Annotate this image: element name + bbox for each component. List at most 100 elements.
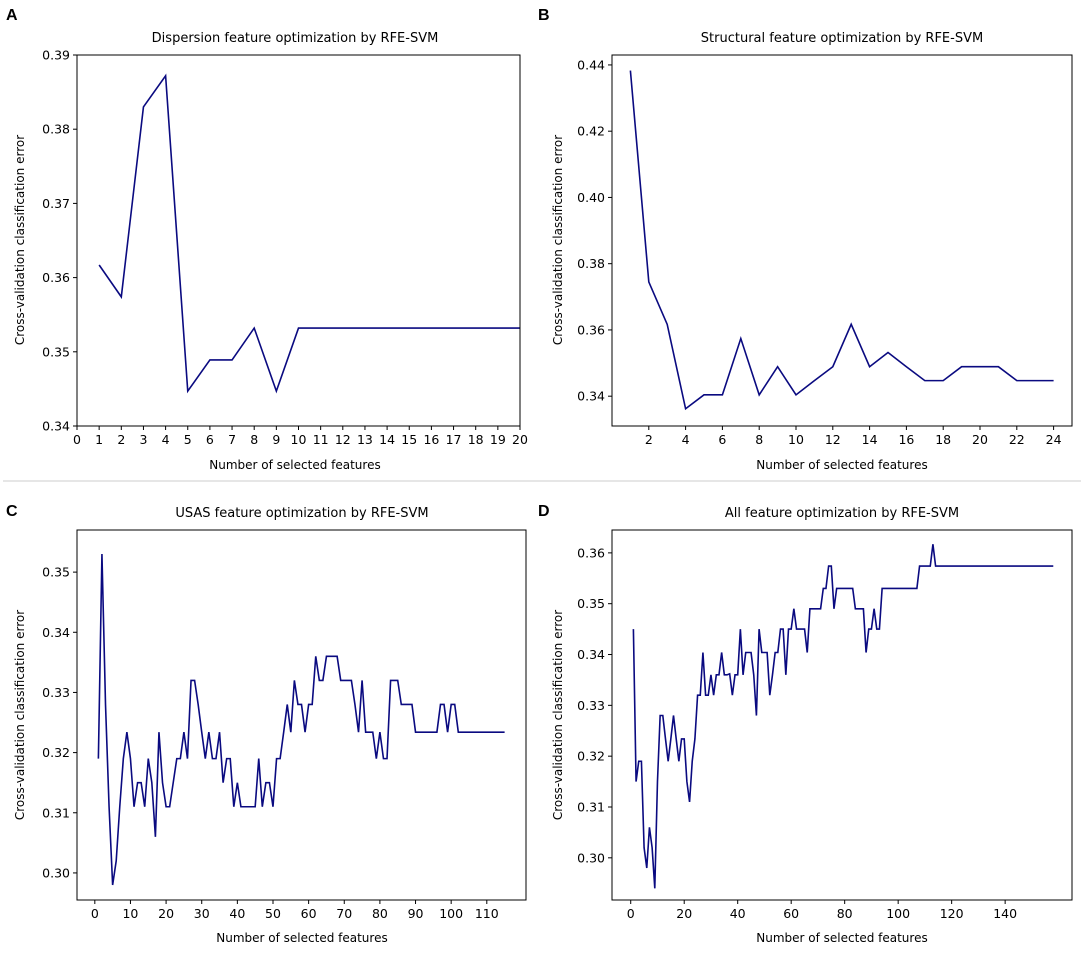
x-tick-label: 0 (627, 906, 635, 921)
x-tick-label: 13 (357, 432, 373, 447)
plot-frame (76, 54, 521, 427)
x-tick-label: 40 (730, 906, 746, 921)
x-tick-label: 11 (313, 432, 329, 447)
x-tick-label: 90 (408, 906, 424, 921)
y-tick-label: 0.39 (42, 48, 70, 63)
y-tick-label: 0.38 (577, 256, 605, 271)
y-tick-label: 0.34 (42, 419, 70, 434)
x-axis-label: Number of selected features (209, 458, 380, 472)
x-tick-label: 14 (379, 432, 395, 447)
x-tick-label: 6 (206, 432, 214, 447)
x-tick-label: 15 (401, 432, 417, 447)
x-tick-label: 9 (272, 432, 280, 447)
chart-title: Structural feature optimization by RFE-S… (701, 31, 983, 46)
plot-frame (611, 54, 1073, 427)
x-tick-label: 10 (291, 432, 307, 447)
x-tick-label: 140 (993, 906, 1017, 921)
y-tick-label: 0.33 (577, 698, 605, 713)
x-tick-label: 80 (372, 906, 388, 921)
x-tick-label: 4 (682, 432, 690, 447)
data-line (632, 544, 1054, 889)
y-tick-label: 0.34 (577, 647, 605, 662)
x-tick-label: 60 (301, 906, 317, 921)
x-tick-label: 10 (788, 432, 804, 447)
chart-title: All feature optimization by RFE-SVM (725, 506, 959, 521)
x-tick-label: 18 (468, 432, 484, 447)
x-tick-label: 22 (1009, 432, 1025, 447)
y-tick-label: 0.40 (577, 190, 605, 205)
plot-frame (76, 529, 527, 901)
x-tick-label: 18 (935, 432, 951, 447)
plot-frame (611, 529, 1073, 901)
y-tick-label: 0.32 (42, 745, 70, 760)
x-tick-label: 3 (139, 432, 147, 447)
y-tick-label: 0.30 (577, 850, 605, 865)
x-tick-label: 12 (825, 432, 841, 447)
x-axis-label: Number of selected features (216, 931, 387, 945)
x-tick-label: 0 (91, 906, 99, 921)
y-tick-label: 0.35 (42, 344, 70, 359)
y-tick-label: 0.33 (42, 685, 70, 700)
y-tick-label: 0.34 (577, 389, 605, 404)
y-tick-label: 0.35 (577, 596, 605, 611)
y-tick-label: 0.35 (42, 565, 70, 580)
panel-a: A Dispersion feature optimization by RFE… (6, 7, 528, 472)
y-tick-label: 0.36 (577, 322, 605, 337)
x-tick-label: 4 (162, 432, 170, 447)
x-tick-label: 120 (940, 906, 964, 921)
panel-c: C USAS feature optimization by RFE-SVM N… (6, 503, 527, 945)
y-tick-label: 0.38 (42, 122, 70, 137)
x-tick-label: 30 (194, 906, 210, 921)
panel-label: C (6, 503, 18, 520)
x-tick-label: 100 (886, 906, 910, 921)
chart-title: Dispersion feature optimization by RFE-S… (152, 31, 439, 46)
x-tick-label: 8 (755, 432, 763, 447)
y-axis-label: Cross-validation classification error (13, 135, 27, 345)
y-tick-label: 0.30 (42, 865, 70, 880)
y-tick-label: 0.36 (577, 545, 605, 560)
y-tick-label: 0.36 (42, 270, 70, 285)
x-tick-label: 19 (490, 432, 506, 447)
y-tick-label: 0.32 (577, 749, 605, 764)
y-tick-label: 0.42 (577, 124, 605, 139)
x-tick-label: 2 (117, 432, 125, 447)
x-tick-label: 50 (265, 906, 281, 921)
x-tick-label: 20 (512, 432, 528, 447)
y-tick-label: 0.31 (42, 805, 70, 820)
x-tick-label: 17 (446, 432, 462, 447)
x-tick-label: 20 (972, 432, 988, 447)
tick-layer: 0 1 2 3 4 5 6 7 8 9 10 11 12 13 14 15 16 17 18 19 200.340.35… (42, 48, 528, 448)
data-line (98, 73, 520, 394)
panel-label: B (538, 7, 550, 24)
x-tick-label: 80 (837, 906, 853, 921)
x-tick-label: 1 (95, 432, 103, 447)
y-tick-label: 0.31 (577, 799, 605, 814)
chart-title: USAS feature optimization by RFE-SVM (175, 506, 428, 521)
x-tick-label: 16 (898, 432, 914, 447)
x-tick-label: 5 (184, 432, 192, 447)
tick-layer: 2 4 6 8 10 12 14 16 18 20 22 240.340.360.380.400.42… (577, 57, 1061, 447)
panel-label: A (6, 7, 18, 24)
x-tick-label: 60 (783, 906, 799, 921)
x-tick-label: 20 (676, 906, 692, 921)
x-tick-label: 40 (229, 906, 245, 921)
x-tick-label: 10 (122, 906, 138, 921)
x-tick-label: 6 (718, 432, 726, 447)
x-tick-label: 24 (1046, 432, 1062, 447)
y-tick-label: 0.34 (42, 625, 70, 640)
x-tick-label: 100 (439, 906, 463, 921)
data-line (97, 554, 505, 886)
x-tick-label: 2 (645, 432, 653, 447)
x-tick-label: 7 (228, 432, 236, 447)
x-tick-label: 110 (475, 906, 499, 921)
x-tick-label: 14 (862, 432, 878, 447)
y-axis-label: Cross-validation classification error (551, 135, 565, 345)
x-tick-label: 20 (158, 906, 174, 921)
panel-label: D (538, 503, 550, 520)
y-axis-label: Cross-validation classification error (13, 610, 27, 820)
tick-layer: 0 20 40 60 80 100 120 140 0.30 0.31 0.32 0.33 0.34 0.… (577, 545, 1017, 921)
y-tick-label: 0.37 (42, 196, 70, 211)
y-tick-label: 0.44 (577, 57, 605, 72)
data-line (629, 70, 1054, 411)
